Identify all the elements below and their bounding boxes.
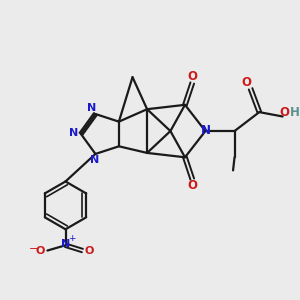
Text: N: N (61, 239, 71, 249)
Text: N: N (201, 124, 211, 137)
Text: N: N (90, 155, 100, 165)
Text: N: N (87, 103, 97, 112)
Text: O: O (241, 76, 251, 89)
Text: O: O (84, 245, 94, 256)
Text: O: O (188, 179, 198, 192)
Text: O: O (35, 245, 45, 256)
Text: O: O (279, 106, 289, 118)
Text: N: N (69, 128, 78, 138)
Text: −: − (29, 244, 39, 254)
Text: O: O (188, 70, 198, 83)
Text: H: H (290, 106, 300, 118)
Text: +: + (68, 234, 76, 243)
